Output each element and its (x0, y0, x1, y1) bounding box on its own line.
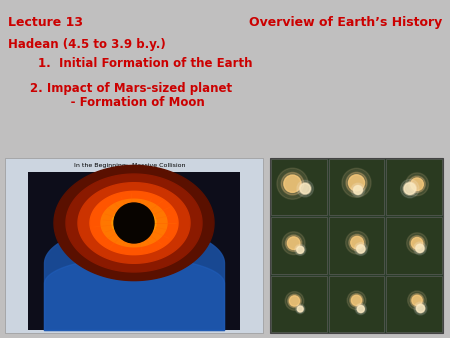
Circle shape (299, 183, 311, 195)
Circle shape (403, 182, 417, 195)
Circle shape (357, 245, 365, 253)
Circle shape (400, 179, 419, 198)
Circle shape (285, 235, 302, 251)
Polygon shape (90, 191, 178, 255)
Bar (328, 217, 384, 274)
Polygon shape (66, 174, 202, 272)
Circle shape (350, 294, 363, 307)
Bar (271, 217, 327, 274)
Bar (387, 159, 442, 215)
Circle shape (342, 168, 371, 197)
Polygon shape (78, 183, 190, 263)
Circle shape (289, 296, 300, 306)
Bar (271, 276, 327, 332)
Circle shape (297, 306, 304, 313)
Circle shape (408, 291, 427, 310)
Circle shape (354, 186, 362, 194)
Circle shape (287, 237, 300, 249)
Circle shape (351, 236, 364, 249)
Circle shape (297, 180, 314, 197)
Bar (5, 158, 263, 333)
Circle shape (404, 183, 416, 194)
Polygon shape (101, 199, 167, 247)
Circle shape (357, 306, 364, 313)
Circle shape (351, 183, 365, 197)
Circle shape (405, 173, 428, 196)
Circle shape (347, 291, 366, 310)
Circle shape (407, 233, 428, 254)
Circle shape (416, 305, 424, 313)
Text: In the Beginning:  Massive Collision: In the Beginning: Massive Collision (74, 163, 186, 168)
Circle shape (282, 232, 305, 255)
Circle shape (346, 231, 369, 254)
Bar (271, 159, 327, 215)
Circle shape (356, 304, 366, 315)
Circle shape (415, 244, 425, 253)
Circle shape (409, 176, 425, 193)
Circle shape (349, 234, 365, 251)
Bar (328, 276, 384, 332)
Circle shape (297, 306, 303, 312)
Polygon shape (112, 207, 156, 239)
Circle shape (416, 304, 425, 313)
Text: Hadean (4.5 to 3.9 b.y.): Hadean (4.5 to 3.9 b.y.) (8, 38, 166, 51)
Circle shape (295, 244, 306, 256)
Bar (328, 159, 384, 215)
Circle shape (414, 242, 427, 255)
Polygon shape (54, 165, 214, 281)
Circle shape (410, 294, 424, 307)
Circle shape (277, 168, 308, 199)
Bar (387, 276, 442, 332)
Bar (270, 158, 443, 333)
Circle shape (348, 175, 364, 191)
Bar (28, 172, 240, 330)
Circle shape (410, 236, 424, 251)
Circle shape (356, 244, 366, 254)
Circle shape (353, 185, 363, 195)
Circle shape (285, 292, 304, 310)
Circle shape (296, 305, 305, 314)
Text: - Formation of Moon: - Formation of Moon (50, 96, 205, 109)
Circle shape (357, 305, 365, 313)
Circle shape (297, 246, 304, 253)
Circle shape (300, 184, 310, 194)
Circle shape (281, 172, 304, 195)
Circle shape (114, 203, 154, 243)
Bar (387, 217, 442, 274)
Circle shape (351, 295, 362, 306)
Circle shape (416, 244, 424, 252)
Text: Overview of Earth’s History: Overview of Earth’s History (249, 16, 442, 29)
Circle shape (411, 178, 423, 191)
Circle shape (411, 237, 423, 249)
Text: 2. Impact of Mars-sized planet: 2. Impact of Mars-sized planet (30, 82, 232, 95)
Circle shape (346, 172, 367, 193)
Circle shape (412, 295, 422, 306)
Circle shape (354, 242, 367, 256)
Circle shape (414, 302, 427, 315)
Circle shape (296, 246, 305, 254)
Circle shape (288, 294, 301, 308)
Text: 1.  Initial Formation of the Earth: 1. Initial Formation of the Earth (38, 57, 252, 70)
Circle shape (284, 175, 301, 192)
Text: Lecture 13: Lecture 13 (8, 16, 83, 29)
